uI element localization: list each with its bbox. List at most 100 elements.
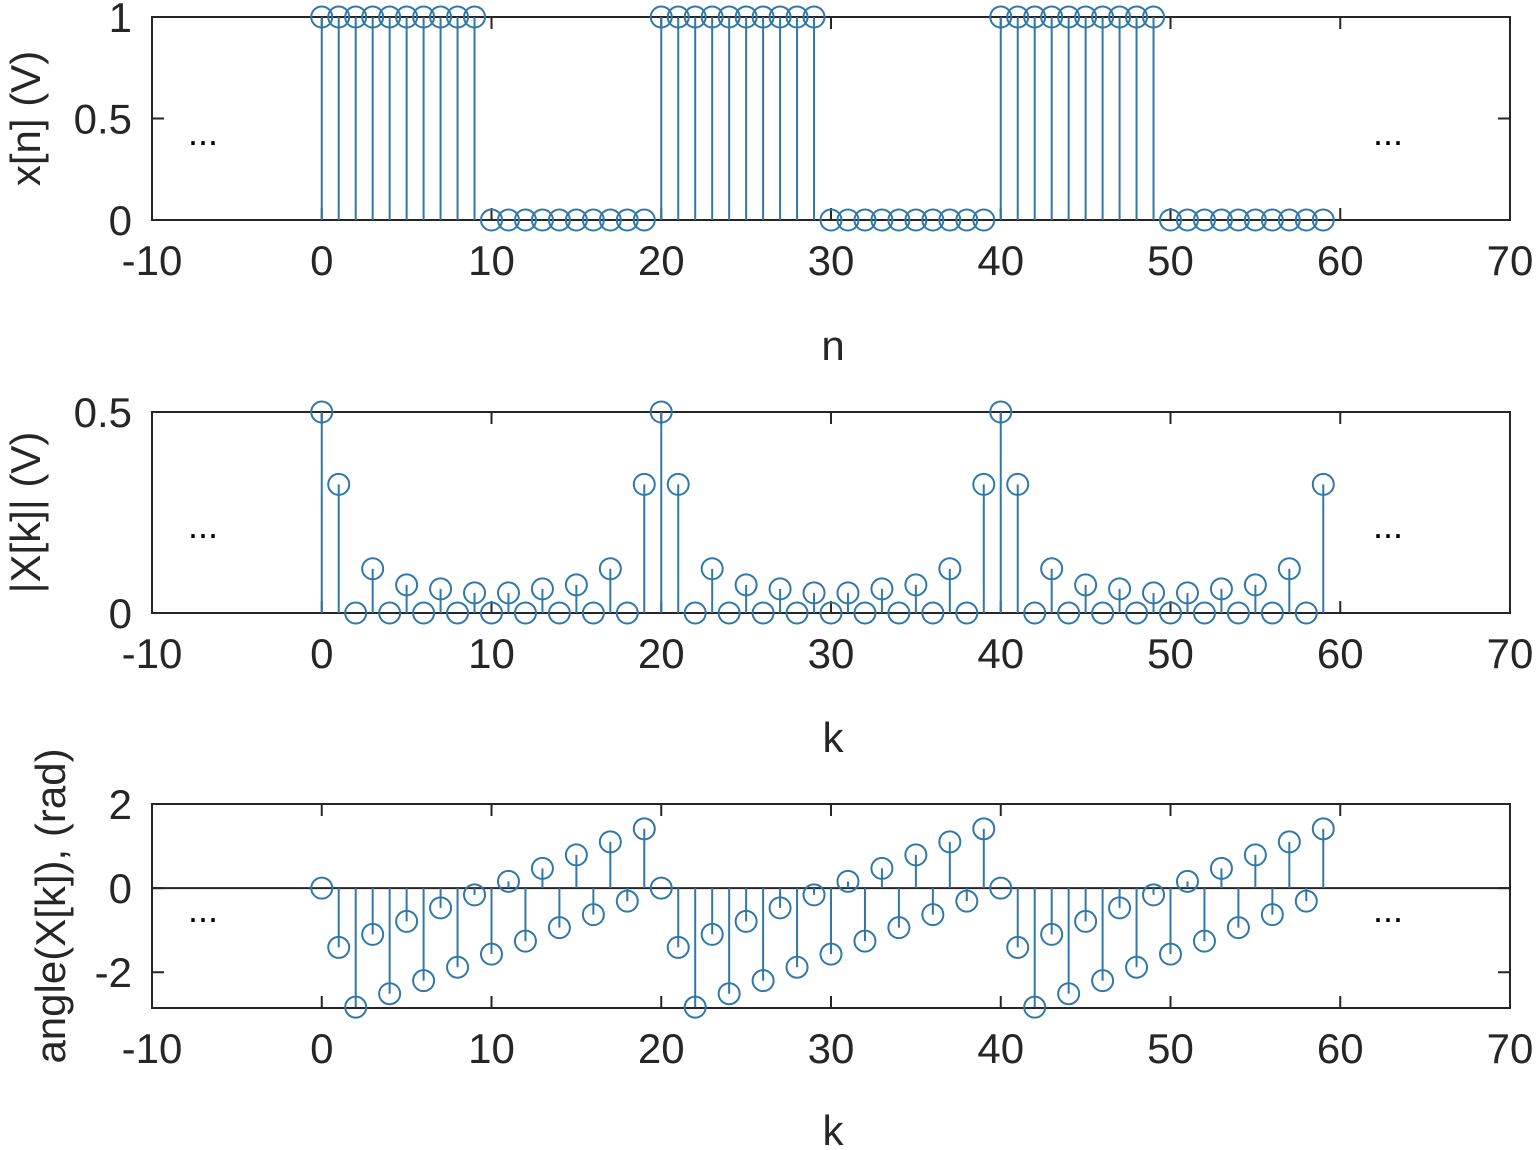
stem-marker [989, 876, 1013, 900]
stem-marker [463, 581, 487, 605]
stem-marker [1277, 557, 1301, 581]
y-tick-label: -2 [95, 949, 132, 996]
stem-marker [1057, 982, 1081, 1006]
stem-marker [310, 5, 334, 29]
stem-marker [1040, 5, 1064, 29]
stem-marker [1243, 843, 1267, 867]
stem-marker [853, 601, 877, 625]
stem-marker [1006, 5, 1030, 29]
stem-marker [972, 208, 996, 232]
ellipsis-right: ... [1373, 505, 1403, 546]
stem-marker [327, 472, 351, 496]
stem-marker [344, 995, 368, 1019]
stem-marker [632, 817, 656, 841]
stem-marker [938, 557, 962, 581]
stem-marker [649, 5, 673, 29]
stem-marker [1057, 601, 1081, 625]
x-tick-label: 0 [310, 630, 333, 677]
stem-marker [1192, 601, 1216, 625]
stem-marker [378, 5, 402, 29]
x-tick-label: -10 [122, 1025, 183, 1072]
x-tick-label: 50 [1147, 630, 1194, 677]
stem-marker [1125, 601, 1149, 625]
stem-marker [1294, 601, 1318, 625]
stem-marker [870, 577, 894, 601]
ellipsis-left: ... [188, 505, 218, 546]
stem-marker [734, 573, 758, 597]
stem-marker [887, 601, 911, 625]
x-tick-label: 0 [310, 237, 333, 284]
stem-marker [700, 922, 724, 946]
stem-marker [1091, 5, 1115, 29]
stem-marker [581, 601, 605, 625]
stem-marker [1108, 896, 1132, 920]
stem-marker [581, 903, 605, 927]
stem-marker [395, 909, 419, 933]
stem-marker [1023, 5, 1047, 29]
stem-marker [683, 601, 707, 625]
stem-marker [1074, 909, 1098, 933]
stem-marker [802, 5, 826, 29]
stem-marker [921, 208, 945, 232]
stem-marker [1226, 916, 1250, 940]
x-tick-label: 30 [808, 1025, 855, 1072]
stem-marker [429, 577, 453, 601]
stem-marker [1294, 889, 1318, 913]
stem-marker [564, 573, 588, 597]
y-tick-label: 0 [109, 865, 132, 912]
stem-marker [785, 601, 809, 625]
stem-marker [955, 889, 979, 913]
stem-marker [989, 5, 1013, 29]
stem-marker [615, 889, 639, 913]
stem-marker [446, 601, 470, 625]
x-tick-label: 20 [638, 237, 685, 284]
stem-marker [1311, 472, 1335, 496]
y-tick-label: 0 [109, 197, 132, 244]
stem-marker [1175, 208, 1199, 232]
x-axis-label: k [823, 714, 845, 761]
stem-marker [887, 208, 911, 232]
stem-marker [1108, 577, 1132, 601]
stem-marker [463, 5, 487, 29]
stem-marker [1142, 883, 1166, 907]
stem-marker [666, 935, 690, 959]
stem-marker [734, 909, 758, 933]
stem-marker [1074, 5, 1098, 29]
stem-marker [632, 472, 656, 496]
y-axis-label: |X[k]| (V) [2, 432, 49, 594]
stem-marker [1226, 208, 1250, 232]
x-tick-label: 70 [1487, 1025, 1534, 1072]
stem-marker [1006, 935, 1030, 959]
stem-marker [513, 601, 537, 625]
stem-marker [870, 208, 894, 232]
x-tick-label: 20 [638, 1025, 685, 1072]
stem-marker [649, 876, 673, 900]
stem-marker [513, 208, 537, 232]
stem-marker [327, 5, 351, 29]
stem-marker [615, 208, 639, 232]
stem-marker [904, 208, 928, 232]
stem-marker [802, 581, 826, 605]
stem-marker [1040, 557, 1064, 581]
stem-marker [921, 903, 945, 927]
stem-marker [547, 916, 571, 940]
stem-marker [1175, 869, 1199, 893]
stem-marker [751, 969, 775, 993]
stem-marker [1226, 601, 1250, 625]
stem-marker [751, 5, 775, 29]
stem-marker [683, 995, 707, 1019]
x-tick-label: 40 [977, 1025, 1024, 1072]
stem-marker [904, 843, 928, 867]
stem-marker [1277, 830, 1301, 854]
x-tick-label: 50 [1147, 237, 1194, 284]
y-axis-label: angle(X[k]), (rad) [27, 748, 74, 1063]
stem-marker [785, 955, 809, 979]
stem-marker [1091, 969, 1115, 993]
stem-marker [1125, 5, 1149, 29]
stem-marker [412, 601, 436, 625]
stem-marker [921, 601, 945, 625]
stem-marker [615, 601, 639, 625]
stem-marker [378, 982, 402, 1006]
stem-marker [768, 5, 792, 29]
